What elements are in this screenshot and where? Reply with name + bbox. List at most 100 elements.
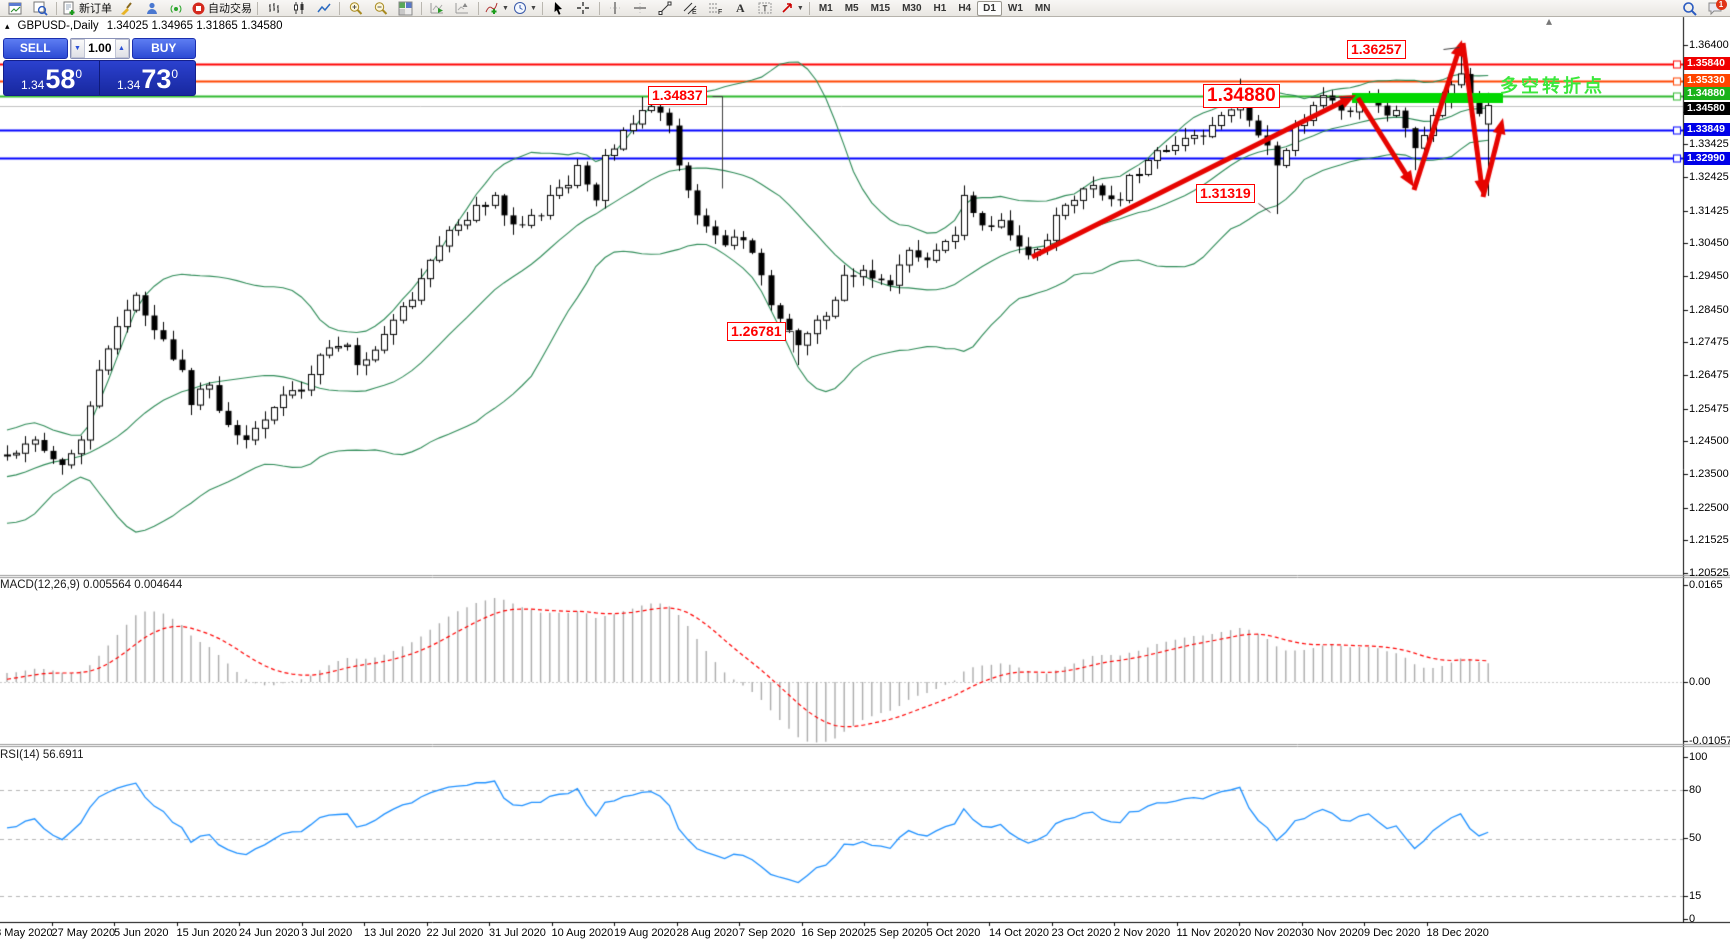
price-tick-label: 1.28450 [1689,303,1729,316]
lot-size-input[interactable]: ▼ 1.00 ▲ [69,38,130,59]
timeframe-w1-button[interactable]: W1 [1007,2,1023,14]
chart-window-icon [8,1,23,16]
candlestick-button[interactable] [286,1,311,16]
text-button[interactable]: A [728,1,753,16]
text-label-button[interactable]: T [753,1,778,16]
chat-button[interactable]: 1 [1702,0,1727,16]
bar-chart-button[interactable] [261,1,286,16]
price-tick-label: 1.25475 [1689,402,1729,415]
buy-price-prefix: 1.34 [116,78,141,92]
tile-windows-button[interactable] [393,1,418,16]
fibonacci-button[interactable]: F [703,1,728,16]
price-level-badge: 1.32990 [1684,151,1730,165]
trendline-icon [658,1,672,15]
chevron-down-icon: ▼ [502,4,509,12]
chart-ohlc-values: 1.34025 1.34965 1.31865 1.34580 [106,20,283,32]
toolbar-separator [421,1,422,15]
turning-point-label[interactable]: 多空转折点 [1500,76,1605,96]
timeframe-h1-button[interactable]: H1 [933,2,947,14]
line-chart-button[interactable] [311,1,336,16]
price-annotation[interactable]: 1.34837 [648,86,707,105]
indicators-icon [484,1,499,15]
toolbar-separator [541,1,543,15]
timeframe-m5-button[interactable]: M5 [844,2,859,14]
timeframe-h4-button[interactable]: H4 [958,2,972,14]
profile-button[interactable] [139,1,164,16]
chat-icon: 1 [1707,0,1727,16]
autotrade-icon [191,1,206,16]
date-tick-label: 9 Dec 2020 [1364,927,1421,939]
candlestick-icon [292,1,306,15]
price-tick-label: 1.23500 [1689,468,1729,481]
price-tick-label: 1.27475 [1689,336,1729,348]
window-search-button[interactable] [28,1,53,16]
price-annotation[interactable]: 1.31319 [1196,184,1255,203]
lot-value[interactable]: 1.00 [88,41,112,55]
sell-button[interactable]: SELL [3,38,68,59]
timeframe-mn-button[interactable]: MN [1034,2,1051,14]
date-tick-label: 5 Jun 2020 [114,927,169,939]
signals-button[interactable] [164,1,189,16]
symbol-marker-icon: ▴ [5,20,10,31]
indicators-button[interactable]: ▼ [482,1,511,16]
rsi-axis-label: 80 [1689,784,1702,796]
new-order-button[interactable]: 新订单 [60,1,114,16]
date-tick-label: 25 Sep 2020 [864,927,927,939]
chart-window-button[interactable] [3,1,28,16]
zoom-out-button[interactable] [368,1,393,16]
search-button[interactable] [1677,1,1702,16]
price-tick-label: 1.22500 [1689,501,1729,514]
sell-price[interactable]: 1.34 58 0 [4,61,99,95]
date-tick-label: 3 Jul 2020 [301,927,353,939]
buy-button[interactable]: BUY [131,38,196,59]
cursor-button[interactable] [546,1,571,16]
horizontal-line-button[interactable] [628,1,653,16]
date-tick-label: 23 Oct 2020 [1051,927,1112,939]
one-click-trading-widget: SELL ▼ 1.00 ▲ BUY 1.34 58 0 1.34 73 0 [3,38,196,96]
lot-decrease-button[interactable]: ▼ [70,39,85,58]
sell-price-main: 58 [45,64,76,94]
timeframe-d1-button[interactable]: D1 [977,0,1002,16]
timeframe-m30-button[interactable]: M30 [902,2,922,14]
buy-price[interactable]: 1.34 73 0 [99,61,195,95]
price-annotation[interactable]: 1.36257 [1347,40,1406,59]
periods-button[interactable]: ▼ [511,1,539,16]
svg-text:E: E [692,9,697,15]
chevron-down-icon: ▼ [796,4,804,12]
zoom-in-button[interactable] [343,1,368,16]
price-annotation[interactable]: 1.34880 [1203,84,1280,108]
svg-text:F: F [718,9,722,15]
chart-shift-marker-icon[interactable]: ▴ [1546,14,1553,28]
chevron-down-icon: ▼ [529,4,537,12]
price-tick-label: 1.29450 [1689,270,1729,283]
trade-prices-row: 1.34 58 0 1.34 73 0 [3,60,196,96]
price-annotation[interactable]: 1.26781 [727,322,786,341]
toolbar-separator [56,1,57,15]
vertical-line-button[interactable] [603,1,628,16]
timeframe-m15-button[interactable]: M15 [870,2,891,14]
periods-icon [513,1,527,15]
vertical-line-icon [608,1,622,15]
broom-icon [119,1,134,16]
chat-badge: 1 [1715,0,1727,10]
lot-increase-button[interactable]: ▲ [114,39,129,58]
equidistant-channel-button[interactable]: E [678,1,703,16]
text-label-icon: T [758,1,773,15]
broom-button[interactable] [114,1,139,16]
date-tick-label: 7 Sep 2020 [739,927,796,939]
arrows-button[interactable]: ▼ [778,1,806,16]
chart-shift-button[interactable] [450,1,475,16]
new-order-icon [62,1,77,16]
date-tick-label: 11 Nov 2020 [1176,927,1239,939]
auto-scroll-button[interactable] [425,1,450,16]
crosshair-button[interactable] [571,1,596,16]
rsi-axis-label: 0 [1689,913,1696,925]
autotrade-button[interactable]: 自动交易 [189,1,254,16]
trendline-button[interactable] [653,1,678,16]
chart-title: ▴ GBPUSD-,Daily 1.34025 1.34965 1.31865 … [5,20,283,32]
date-tick-label: 18 Dec 2020 [1426,927,1489,939]
timeframe-m1-button[interactable]: M1 [818,2,833,14]
